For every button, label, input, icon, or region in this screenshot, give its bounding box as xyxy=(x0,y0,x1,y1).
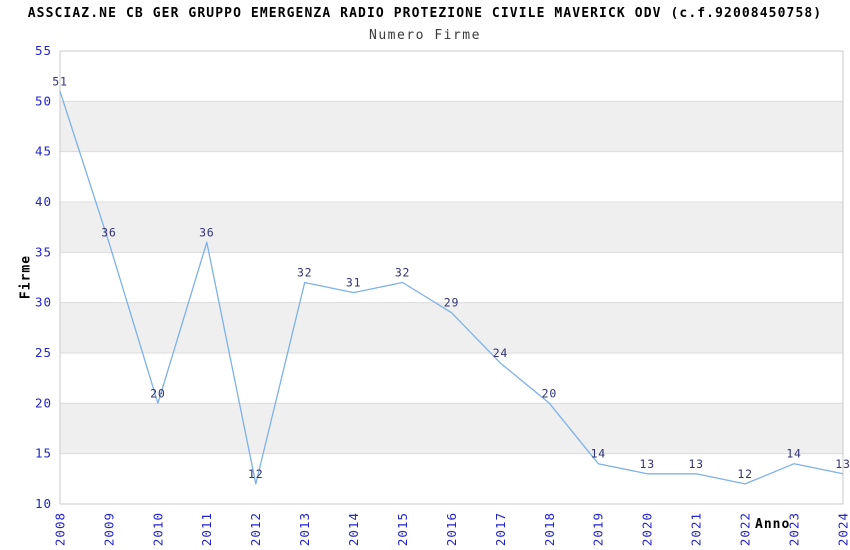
y-tick-label: 45 xyxy=(35,144,52,159)
data-label: 13 xyxy=(640,457,655,471)
plot-band xyxy=(60,101,843,152)
data-label: 36 xyxy=(101,225,116,239)
data-label: 20 xyxy=(542,386,557,400)
data-label: 20 xyxy=(150,386,165,400)
x-tick-label: 2023 xyxy=(786,512,801,546)
x-tick-label: 2010 xyxy=(150,512,165,546)
x-tick-label: 2017 xyxy=(493,512,508,546)
data-label: 14 xyxy=(591,447,606,461)
y-tick-label: 35 xyxy=(35,244,52,259)
x-tick-label: 2024 xyxy=(835,512,850,546)
x-tick-label: 2015 xyxy=(395,512,410,546)
data-label: 29 xyxy=(444,296,459,310)
data-label: 12 xyxy=(737,467,752,481)
x-tick-label: 2019 xyxy=(591,512,606,546)
y-tick-label: 40 xyxy=(35,194,52,209)
data-label: 13 xyxy=(688,457,703,471)
x-tick-label: 2011 xyxy=(199,512,214,546)
y-tick-label: 55 xyxy=(35,43,52,58)
plot-border xyxy=(59,50,844,505)
x-tick-label: 2016 xyxy=(444,512,459,546)
data-label: 32 xyxy=(395,266,410,280)
x-axis-title: Anno xyxy=(755,517,791,532)
y-tick-label: 20 xyxy=(35,395,52,410)
x-tick-label: 2012 xyxy=(248,512,263,546)
y-tick-label: 15 xyxy=(35,446,52,461)
chart-subtitle: Numero Firme xyxy=(369,28,481,43)
data-label: 36 xyxy=(199,225,214,239)
x-tick-label: 2013 xyxy=(297,512,312,546)
x-tick-label: 2014 xyxy=(346,512,361,546)
y-tick-label: 50 xyxy=(35,93,52,108)
data-label: 51 xyxy=(52,74,67,88)
y-tick-label: 10 xyxy=(35,496,52,511)
y-tick-label: 25 xyxy=(35,345,52,360)
x-tick-label: 2020 xyxy=(640,512,655,546)
data-label: 12 xyxy=(248,467,263,481)
data-label: 13 xyxy=(835,457,850,471)
x-tick-label: 2018 xyxy=(542,512,557,546)
x-tick-label: 2022 xyxy=(738,512,753,546)
chart-title: ASSCIAZ.NE CB GER GRUPPO EMERGENZA RADIO… xyxy=(27,6,823,21)
plot-band xyxy=(60,403,843,454)
data-label: 31 xyxy=(346,276,361,290)
data-label: 24 xyxy=(493,346,508,360)
y-tick-label: 30 xyxy=(35,295,52,310)
data-line xyxy=(59,91,844,485)
plot-band xyxy=(60,302,843,353)
x-tick-label: 2008 xyxy=(52,512,67,546)
data-label: 32 xyxy=(297,266,312,280)
x-tick-label: 2009 xyxy=(101,512,116,546)
plot-band xyxy=(60,202,843,253)
x-tick-label: 2021 xyxy=(689,512,704,546)
data-label: 14 xyxy=(786,447,801,461)
